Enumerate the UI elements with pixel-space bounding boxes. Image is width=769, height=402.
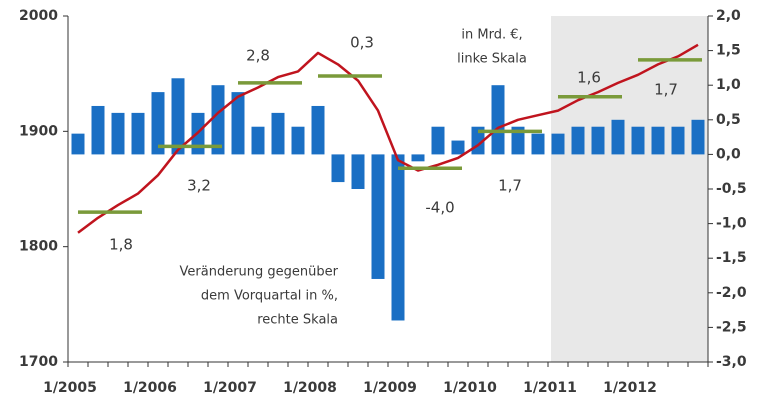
y2-tick-label: 0,0 (716, 146, 741, 162)
forecast-shading (551, 16, 708, 362)
bar (431, 126, 445, 155)
bar (391, 154, 405, 321)
x-tick-label: 1/2007 (203, 380, 257, 396)
bar (531, 133, 545, 155)
annual-growth-label: 1,7 (498, 177, 522, 195)
bar (351, 154, 365, 189)
y-tick-label: 1900 (19, 123, 58, 139)
bar (411, 154, 425, 162)
annual-growth-label: 1,8 (109, 236, 133, 254)
y2-tick-label: 2,0 (716, 8, 741, 24)
y2-tick-label: -1,5 (716, 250, 747, 266)
annotation: linke Skala (457, 52, 527, 67)
bar (511, 126, 525, 155)
y2-tick-label: 0,5 (716, 112, 741, 128)
bar (451, 140, 465, 155)
x-tick-label: 1/2010 (443, 380, 497, 396)
bar (491, 85, 505, 155)
annotation: rechte Skala (257, 313, 338, 328)
annual-growth-label: 1,6 (577, 69, 601, 87)
y2-tick-label: -2,5 (716, 319, 747, 335)
x-tick-label: 1/2011 (523, 380, 577, 396)
annual-growth-label: 2,8 (246, 47, 270, 65)
bar (551, 133, 565, 155)
bar (131, 112, 145, 155)
bar (111, 112, 125, 155)
y2-tick-label: -0,5 (716, 181, 747, 197)
bar (171, 78, 185, 155)
x-tick-label: 1/2009 (363, 380, 417, 396)
y2-tick-label: 1,0 (716, 77, 741, 93)
bar (311, 105, 325, 155)
bar (571, 126, 585, 155)
bar (271, 112, 285, 155)
y-tick-label: 1800 (19, 239, 58, 255)
y2-tick-label: -2,0 (716, 285, 747, 301)
bar (331, 154, 345, 183)
bar (611, 119, 625, 155)
x-tick-label: 1/2006 (123, 380, 177, 396)
bar (691, 119, 705, 155)
bar (671, 126, 685, 155)
annotation: dem Vorquartal in %, (201, 289, 338, 304)
y2-tick-label: -3,0 (716, 354, 747, 370)
bar (591, 126, 605, 155)
bar (71, 133, 85, 155)
bar (291, 126, 305, 155)
bar (651, 126, 665, 155)
annotation: in Mrd. €, (461, 28, 522, 43)
bar (151, 92, 165, 155)
x-tick-label: 1/2005 (43, 380, 97, 396)
x-tick-label: 1/2008 (283, 380, 337, 396)
x-tick-label: 1/2012 (603, 380, 657, 396)
bar (91, 105, 105, 155)
annotation: Veränderung gegenüber (180, 265, 339, 280)
annual-growth-label: -4,0 (425, 199, 454, 217)
annual-growth-label: 1,7 (654, 81, 678, 99)
y2-tick-label: 1,5 (716, 43, 741, 59)
y-tick-label: 1700 (19, 354, 58, 370)
y2-tick-label: -1,0 (716, 216, 747, 232)
bar (231, 92, 245, 155)
bar (211, 85, 225, 155)
bar (631, 126, 645, 155)
annual-growth-label: 0,3 (350, 34, 374, 52)
bar (251, 126, 265, 155)
y-tick-label: 2000 (19, 8, 58, 24)
bar (371, 154, 385, 279)
annual-growth-label: 3,2 (187, 177, 211, 195)
